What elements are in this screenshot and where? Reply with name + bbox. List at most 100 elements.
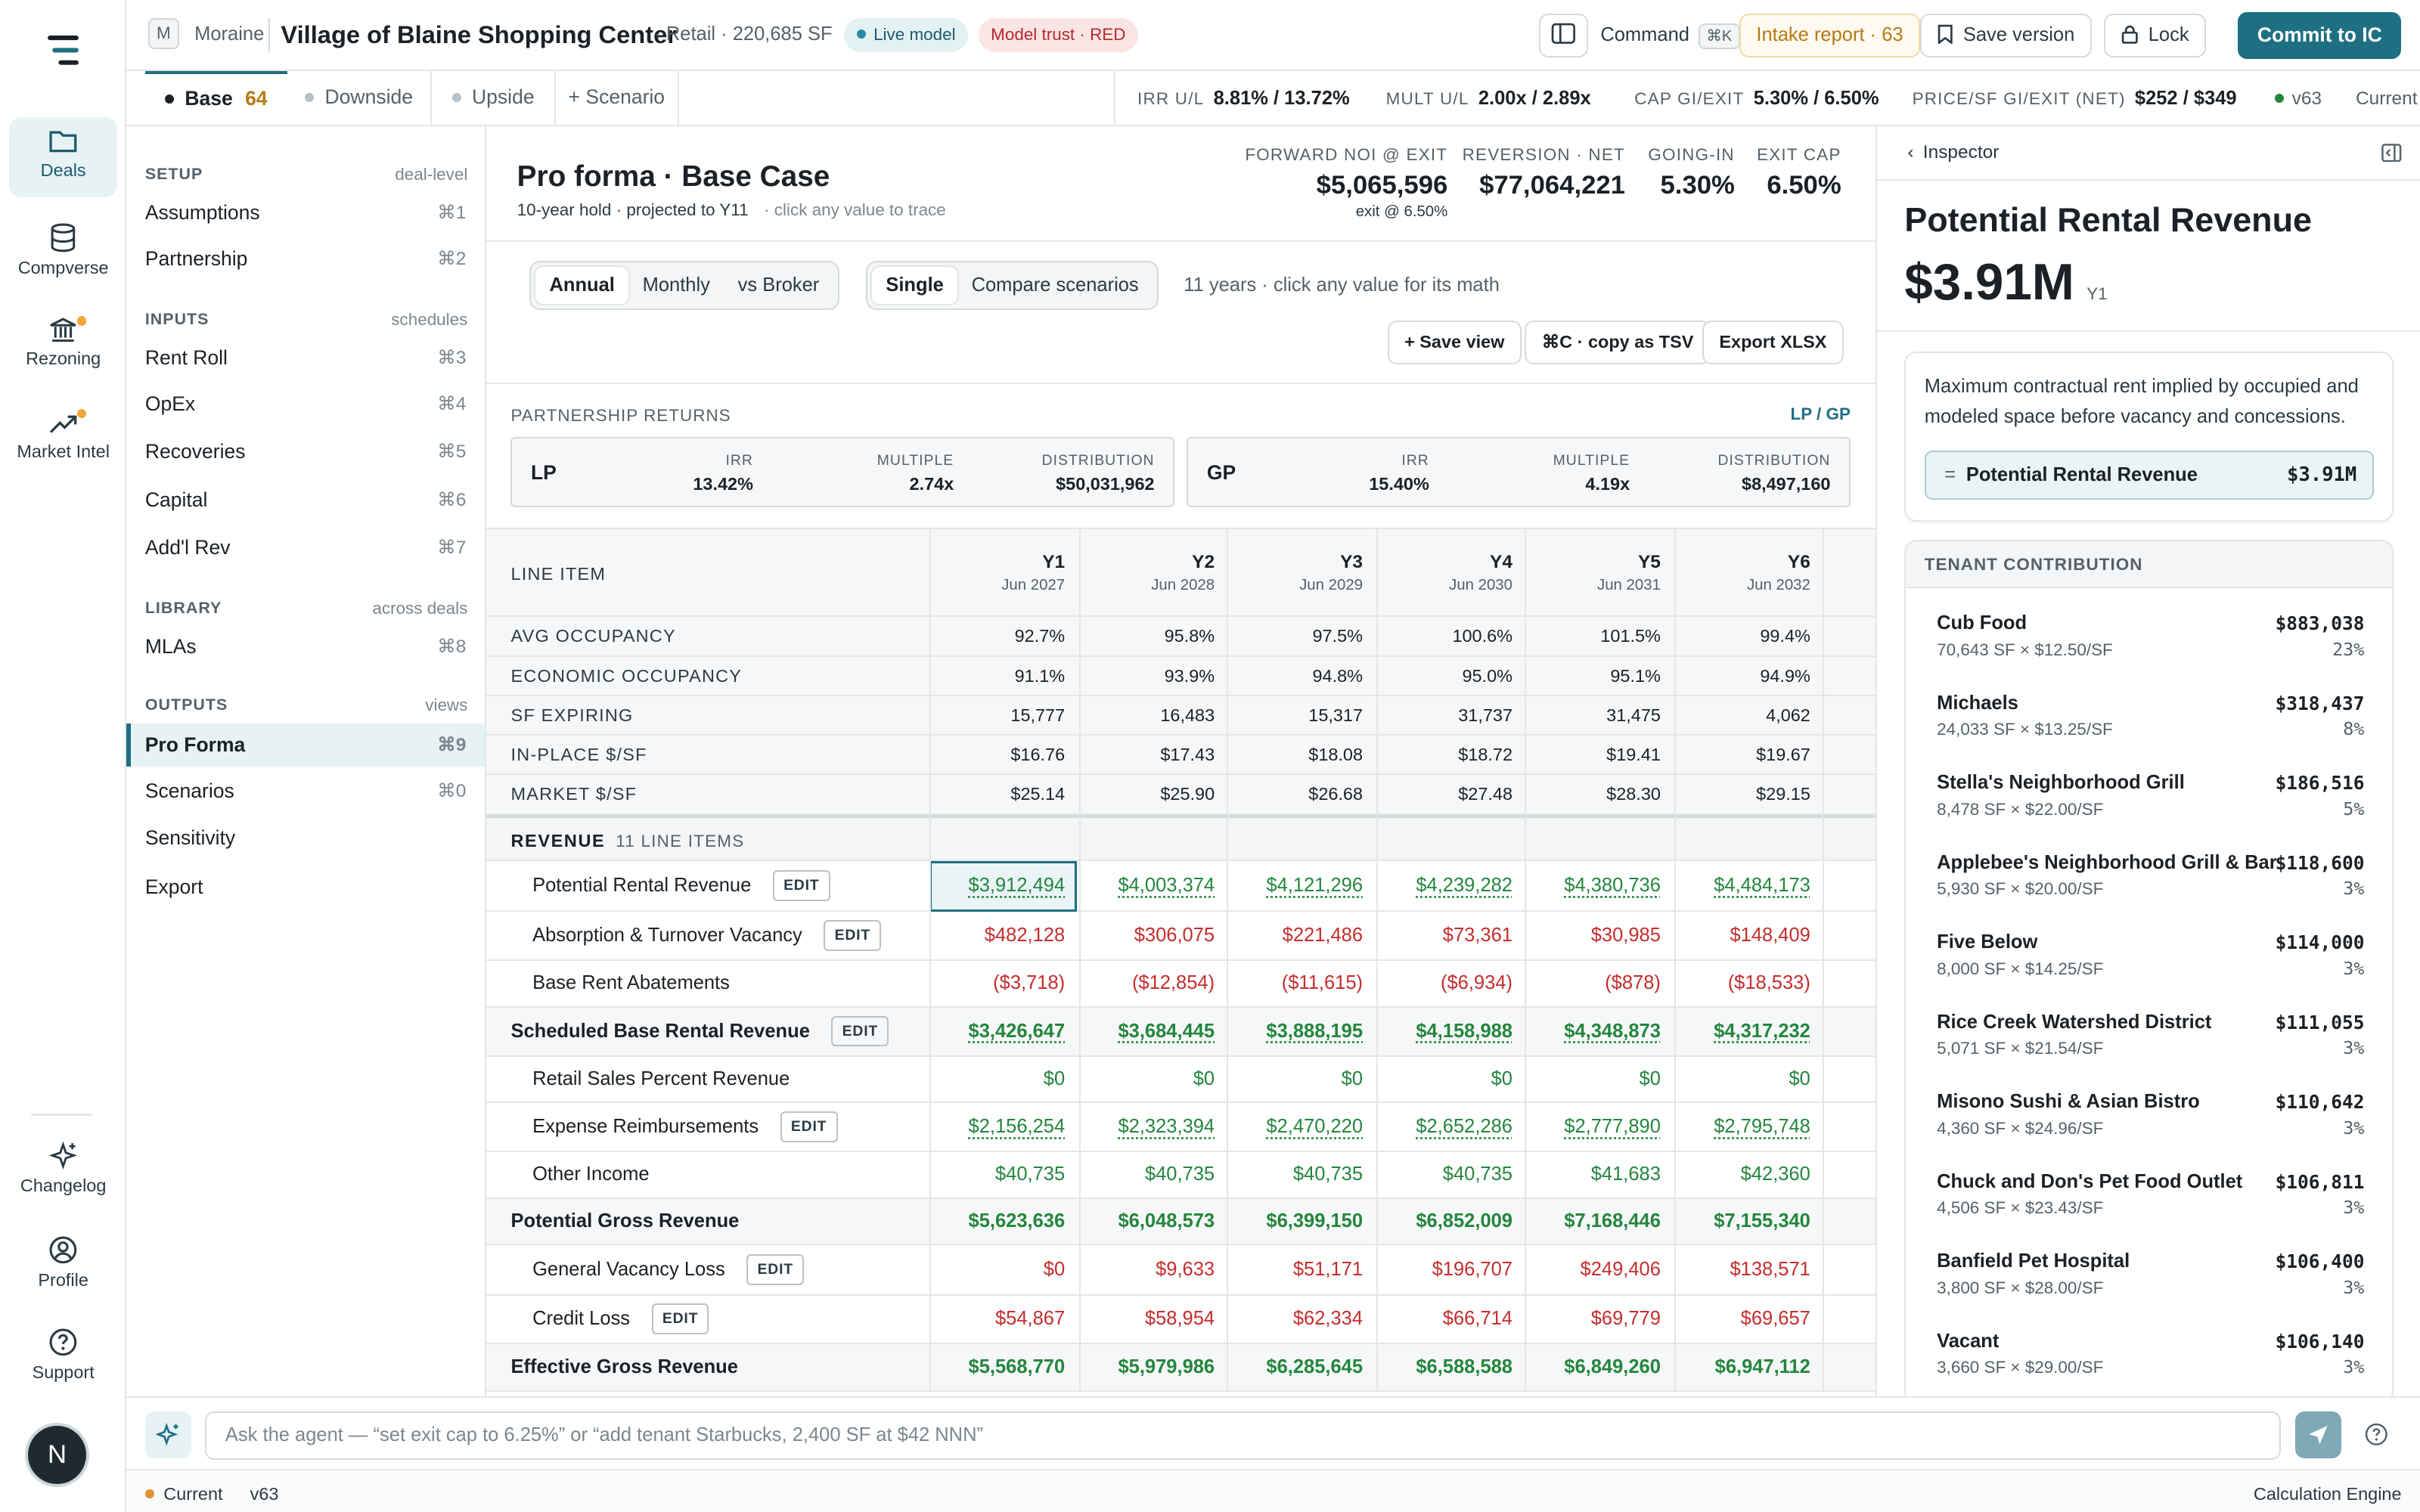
value-cell[interactable]: $42,360 [1740,1163,1810,1185]
value-cell[interactable]: $4,484,173 [1714,874,1810,896]
edit-button[interactable]: EDIT [831,1015,889,1047]
stat-cell[interactable]: $19.41 [1606,745,1661,765]
nav-item-assumptions[interactable]: Assumptions ⌘1 [126,191,484,234]
toggle-monthly[interactable]: Monthly [642,274,710,296]
edit-button[interactable]: EDIT [651,1303,709,1335]
value-cell[interactable]: $2,156,254 [968,1116,1066,1138]
kpi-reversion[interactable]: REVERSION · NET $77,064,221 [1463,145,1625,200]
tenant-row[interactable]: Vacant 3,660 SF × $29.00/SF $106,140 3% [1906,1318,2392,1396]
nav-item-pro-forma[interactable]: Pro Forma ⌘9 [126,723,485,767]
rail-item-support[interactable]: Support [9,1316,117,1396]
value-cell[interactable]: $196,707 [1432,1258,1512,1280]
collapse-panel-icon[interactable] [2381,143,2402,163]
nav-item-partnership[interactable]: Partnership ⌘2 [126,237,484,280]
value-cell[interactable]: $0 [1491,1067,1512,1089]
value-cell[interactable]: ($3,718) [993,972,1066,994]
version-indicator[interactable]: v63 Current [2275,71,2418,126]
value-cell[interactable]: $3,426,647 [968,1020,1066,1042]
stat-cell[interactable]: 91.1% [1014,665,1066,686]
org-name[interactable]: Moraine [194,23,265,45]
lock-button[interactable]: Lock [2103,14,2207,57]
tenant-row[interactable]: Cub Food 70,643 SF × $12.50/SF $883,038 23% [1906,600,2392,680]
formula-chip[interactable]: = Potential Rental Revenue $3.91M [1924,450,2374,500]
nav-item-addl-rev[interactable]: Add'l Rev ⌘7 [126,526,484,569]
stat-cell[interactable]: 99.4% [1760,626,1810,646]
edit-button[interactable]: EDIT [746,1253,805,1285]
value-cell[interactable]: $0 [1043,1258,1066,1280]
value-cell[interactable]: ($12,854) [1131,972,1215,994]
value-cell[interactable]: $4,121,296 [1266,874,1364,896]
stat-cell[interactable]: $27.48 [1458,784,1512,804]
value-cell[interactable]: ($6,934) [1441,972,1512,994]
stat-cell[interactable]: 15,777 [1010,705,1066,725]
value-cell[interactable]: $0 [1341,1067,1364,1089]
stat-cell[interactable]: 95.8% [1164,626,1215,646]
stat-cell[interactable]: 100.6% [1452,626,1512,646]
app-logo-icon[interactable] [45,34,82,68]
value-cell[interactable]: $40,735 [1144,1163,1215,1185]
value-cell[interactable]: $40,735 [1442,1163,1512,1185]
nav-item-sensitivity[interactable]: Sensitivity [126,816,484,860]
toggle-annual[interactable]: Annual [535,267,629,304]
nav-item-recoveries[interactable]: Recoveries ⌘5 [126,430,484,473]
toggle-sidebar-button[interactable] [1538,14,1588,57]
value-cell[interactable]: $ [1823,912,1875,959]
value-cell[interactable]: $5,568,770 [968,1356,1066,1377]
value-cell[interactable]: $40,735 [1292,1163,1364,1185]
lp-gp-toggle[interactable]: LP / GP [1790,404,1851,423]
toggle-single[interactable]: Single [871,267,958,304]
tenant-row[interactable]: Five Below 8,000 SF × $14.25/SF $114,000 3% [1906,919,2392,999]
agent-button[interactable] [144,1411,192,1458]
value-cell[interactable]: $6,285,645 [1266,1356,1364,1377]
value-cell[interactable]: ($18,533) [1727,972,1810,994]
status-engine[interactable]: Calculation Engine [2253,1484,2402,1504]
avatar[interactable]: N [27,1425,87,1485]
nav-item-export[interactable]: Export [126,866,484,909]
value-cell[interactable]: $4,348,873 [1564,1020,1661,1042]
stat-cell[interactable]: 101.5% [1600,626,1661,646]
value-cell[interactable]: $2, [1823,1103,1875,1151]
value-cell[interactable]: $4,380,736 [1564,874,1661,896]
commit-to-ic-button[interactable]: Commit to IC [2238,12,2402,59]
value-cell[interactable]: $3,684,445 [1118,1020,1215,1042]
rail-item-rezoning[interactable]: Rezoning [9,305,117,386]
value-cell[interactable]: $51,171 [1292,1258,1364,1280]
value-cell[interactable]: $73,361 [1442,925,1512,947]
stat-cell[interactable]: 94.8% [1312,665,1364,686]
value-cell[interactable]: $40,735 [994,1163,1066,1185]
value-cell[interactable]: $6,947,112 [1714,1356,1810,1377]
stat-cell[interactable]: 95.0% [1462,665,1512,686]
value-cell[interactable]: $4,003,374 [1118,874,1215,896]
value-cell[interactable]: $41,683 [1590,1163,1661,1185]
stat-cell[interactable]: $26.68 [1308,784,1364,804]
value-cell[interactable]: $66,714 [1442,1308,1512,1330]
stat-cell[interactable]: 94.9% [1760,665,1810,686]
tab-upside[interactable]: Upside [432,70,556,127]
command-palette-button[interactable]: Command ⌘K [1600,23,1740,50]
nav-item-mlas[interactable]: MLAs ⌘8 [126,625,484,668]
value-cell[interactable]: $7, [1823,1344,1875,1390]
value-cell[interactable]: $4, [1823,1008,1875,1055]
value-cell[interactable]: $54,867 [994,1308,1066,1330]
value-cell[interactable]: $2,323,394 [1118,1116,1215,1138]
stat-cell[interactable]: $18.08 [1308,745,1364,765]
value-cell[interactable]: $2,777,890 [1564,1116,1661,1138]
rail-item-profile[interactable]: Profile [9,1223,117,1303]
value-cell[interactable]: $4, [1823,861,1875,910]
value-cell[interactable]: $0 [1789,1067,1810,1089]
nav-item-opex[interactable]: OpEx ⌘4 [126,383,484,426]
value-cell[interactable]: $4,317,232 [1714,1020,1810,1042]
rail-item-market-intel[interactable]: Market Intel [9,398,117,479]
stat-cell[interactable]: $25.14 [1010,784,1066,804]
value-cell[interactable]: $221,486 [1282,925,1364,947]
value-cell[interactable]: $249,406 [1580,1258,1661,1280]
value-cell[interactable]: ( [1823,961,1875,1005]
toggle-compare-scenarios[interactable]: Compare scenarios [971,274,1139,296]
send-button[interactable] [2294,1411,2341,1458]
value-cell[interactable]: $5,979,986 [1118,1356,1215,1377]
value-cell[interactable]: $58,954 [1144,1308,1215,1330]
value-cell[interactable]: $148,409 [1730,925,1810,947]
intake-report-button[interactable]: Intake report · 63 [1739,14,1920,57]
stat-cell[interactable]: 92.7% [1014,626,1066,646]
value-cell[interactable]: $2,652,286 [1416,1116,1512,1138]
